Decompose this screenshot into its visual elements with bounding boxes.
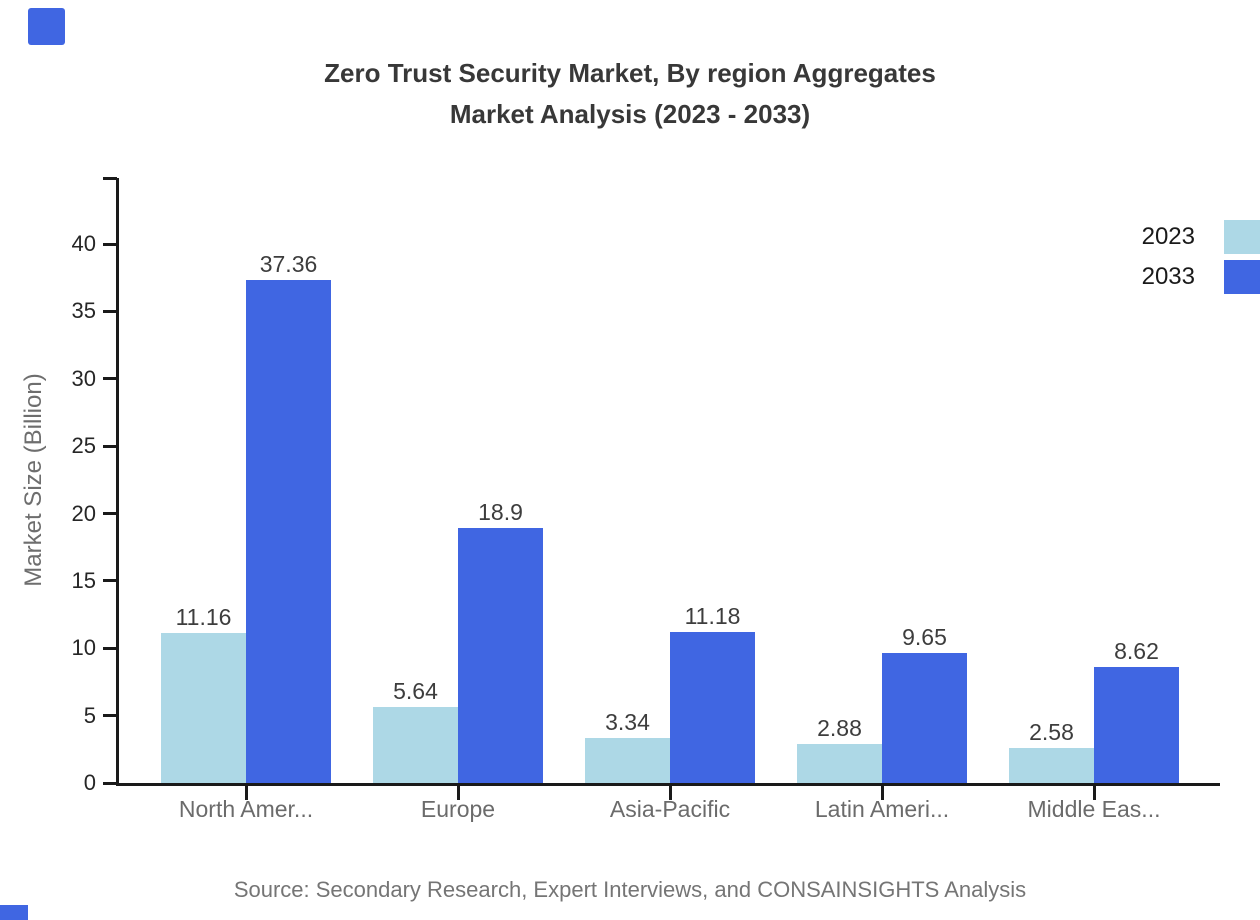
x-tick-mark: [880, 786, 884, 800]
bar-2033-North Amer...: [246, 279, 331, 783]
y-tick-mark: [103, 444, 117, 448]
y-tick-mark: [103, 781, 117, 785]
bar-2033-Asia-Pacific: [670, 632, 755, 783]
y-tick-mark: [103, 309, 117, 313]
bar-value-label: 18.9: [478, 499, 523, 526]
y-axis-title: Market Size (Billion): [20, 373, 47, 587]
y-tick-label: 30: [71, 365, 96, 391]
y-tick-label: 10: [71, 635, 96, 661]
category-label: Middle Eas...: [1027, 796, 1161, 822]
bar-2023-Europe: [373, 707, 458, 783]
category-label: Europe: [420, 796, 496, 822]
bar-value-label: 37.36: [259, 250, 318, 277]
legend-swatch-2023: [1224, 220, 1260, 254]
x-tick-mark: [244, 786, 248, 800]
x-tick-mark: [456, 786, 460, 800]
y-tick-label: 40: [71, 231, 96, 256]
x-axis-line: [116, 783, 1220, 786]
source-note: Source: Secondary Research, Expert Inter…: [233, 877, 1027, 902]
bar-value-label: 9.65: [902, 623, 947, 650]
y-tick-label: 25: [71, 433, 96, 459]
bar-2033-Middle Eas...: [1094, 666, 1179, 783]
y-tick-label: 15: [71, 567, 96, 593]
chart-title: Zero Trust Security Market, By region Ag…: [0, 53, 1260, 135]
y-tick-label: 20: [71, 500, 96, 526]
y-tick-label: 35: [71, 298, 96, 324]
category-label: Asia-Pacific: [609, 796, 731, 822]
bar-value-label: 11.18: [684, 603, 741, 630]
y-tick-label: 5: [83, 702, 96, 728]
y-tick-mark: [103, 377, 117, 381]
y-tick-mark: [103, 512, 117, 515]
bar-2023-Asia-Pacific: [585, 737, 670, 783]
footer-accent-bar: [0, 905, 28, 920]
bar-2023-Latin Ameri...: [797, 744, 882, 783]
bar-2033-Europe: [458, 528, 543, 783]
y-axis-line: [116, 178, 119, 786]
chart-title-line2: Market Analysis (2023 - 2033): [449, 99, 811, 129]
bar-2023-North Amer...: [161, 632, 246, 783]
y-tick-label: 0: [83, 770, 96, 795]
bar-value-label: 2.58: [1029, 719, 1074, 746]
bar-value-label: 5.64: [393, 678, 438, 704]
x-tick-mark: [668, 786, 672, 800]
legend-label-2033: 2033: [1141, 263, 1195, 290]
legend-swatch-2033: [1224, 260, 1260, 294]
x-tick-mark: [1092, 786, 1096, 800]
bar-value-label: 2.88: [817, 715, 862, 742]
bar-value-label: 11.16: [175, 603, 232, 630]
brand-logo-square: [28, 8, 65, 45]
chart-title-line1: Zero Trust Security Market, By region Ag…: [324, 58, 936, 88]
bar-2023-Middle Eas...: [1009, 748, 1094, 783]
category-label: Latin Ameri...: [814, 796, 950, 822]
y-tick-mark: [103, 242, 117, 246]
y-tick-mark: [103, 646, 117, 650]
bar-2033-Latin Ameri...: [882, 652, 967, 783]
y-tick-mark: [103, 714, 117, 718]
y-tick-mark: [103, 579, 117, 583]
legend-label-2023: 2023: [1141, 223, 1195, 250]
bar-value-label: 3.34: [605, 708, 650, 735]
bar-value-label: 8.62: [1114, 637, 1159, 664]
category-label: North Amer...: [178, 796, 314, 822]
y-axis-top-tick: [103, 177, 117, 180]
